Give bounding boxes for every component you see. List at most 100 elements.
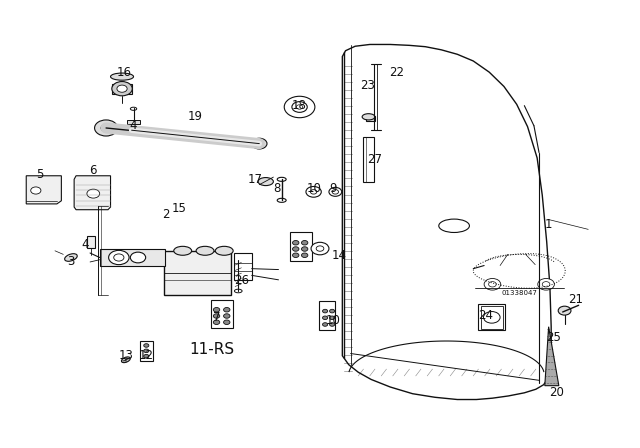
Circle shape	[558, 306, 571, 315]
Text: 4: 4	[81, 237, 89, 250]
Ellipse shape	[122, 357, 131, 362]
Circle shape	[223, 320, 230, 324]
Circle shape	[306, 186, 321, 197]
Text: 7: 7	[212, 311, 220, 324]
Circle shape	[223, 314, 230, 318]
Bar	[319, 301, 335, 330]
Circle shape	[323, 316, 328, 319]
Circle shape	[109, 250, 129, 265]
Ellipse shape	[234, 289, 242, 293]
Circle shape	[213, 314, 220, 318]
Circle shape	[252, 138, 267, 149]
Circle shape	[284, 96, 315, 118]
Circle shape	[301, 241, 308, 245]
Ellipse shape	[111, 73, 134, 80]
Circle shape	[329, 187, 342, 196]
Text: 11-RS: 11-RS	[189, 341, 234, 357]
Text: 12: 12	[139, 349, 154, 362]
Circle shape	[31, 187, 41, 194]
Circle shape	[330, 309, 335, 313]
Bar	[211, 300, 233, 327]
Text: 10: 10	[325, 314, 340, 327]
Text: 3: 3	[67, 255, 75, 268]
Circle shape	[292, 247, 299, 251]
Bar	[366, 116, 375, 121]
Circle shape	[292, 241, 299, 245]
Circle shape	[292, 253, 299, 258]
Circle shape	[112, 82, 132, 96]
Polygon shape	[545, 327, 559, 386]
Ellipse shape	[277, 177, 286, 181]
Text: 22: 22	[389, 66, 404, 79]
Bar	[478, 304, 505, 330]
Ellipse shape	[173, 246, 191, 255]
Circle shape	[292, 102, 307, 112]
Ellipse shape	[215, 246, 233, 255]
Text: 26: 26	[235, 274, 250, 287]
Polygon shape	[342, 44, 551, 400]
Bar	[113, 84, 132, 94]
Text: 01338047: 01338047	[501, 290, 537, 296]
Circle shape	[144, 349, 149, 353]
Circle shape	[144, 354, 149, 358]
Text: 5: 5	[36, 168, 44, 181]
Circle shape	[144, 344, 149, 347]
Text: 23: 23	[360, 79, 375, 92]
Text: 1: 1	[544, 217, 552, 231]
Circle shape	[223, 307, 230, 312]
Bar	[290, 232, 312, 261]
Text: 13: 13	[119, 349, 134, 362]
Circle shape	[332, 190, 339, 194]
Text: 10: 10	[306, 182, 321, 195]
Bar	[481, 306, 502, 328]
Text: 25: 25	[547, 332, 561, 345]
Circle shape	[330, 323, 335, 326]
Text: 27: 27	[367, 153, 382, 166]
Ellipse shape	[362, 114, 375, 120]
Circle shape	[538, 279, 554, 290]
Ellipse shape	[196, 246, 214, 255]
Text: 18: 18	[292, 99, 307, 112]
Circle shape	[484, 279, 500, 290]
Text: 21: 21	[568, 293, 583, 306]
Circle shape	[213, 307, 220, 312]
Text: 17: 17	[248, 173, 262, 186]
Circle shape	[310, 190, 317, 194]
Circle shape	[296, 105, 303, 109]
Text: 20: 20	[549, 386, 564, 399]
Bar	[164, 251, 230, 296]
Text: 14: 14	[332, 249, 347, 262]
Ellipse shape	[65, 254, 77, 261]
Circle shape	[316, 246, 324, 251]
Circle shape	[311, 242, 329, 255]
Circle shape	[101, 125, 111, 132]
Bar	[127, 121, 140, 124]
Bar	[364, 137, 374, 181]
Text: 4: 4	[130, 119, 137, 132]
Circle shape	[542, 282, 550, 287]
Bar	[87, 236, 95, 248]
Text: 15: 15	[172, 202, 187, 215]
Circle shape	[87, 189, 100, 198]
Polygon shape	[26, 176, 61, 204]
Circle shape	[256, 142, 262, 146]
Circle shape	[488, 282, 496, 287]
Text: 2: 2	[162, 208, 169, 221]
Circle shape	[301, 247, 308, 251]
Circle shape	[483, 311, 500, 323]
Text: 6: 6	[90, 164, 97, 177]
Ellipse shape	[131, 107, 137, 110]
Circle shape	[330, 316, 335, 319]
Bar	[140, 341, 153, 361]
Circle shape	[213, 320, 220, 324]
Circle shape	[114, 254, 124, 261]
Polygon shape	[74, 176, 111, 210]
Ellipse shape	[439, 219, 469, 233]
Circle shape	[117, 85, 127, 92]
Circle shape	[131, 252, 146, 263]
Bar	[100, 249, 165, 267]
Text: 19: 19	[188, 110, 203, 123]
Circle shape	[301, 253, 308, 258]
Bar	[234, 253, 252, 280]
Text: 9: 9	[329, 182, 337, 195]
